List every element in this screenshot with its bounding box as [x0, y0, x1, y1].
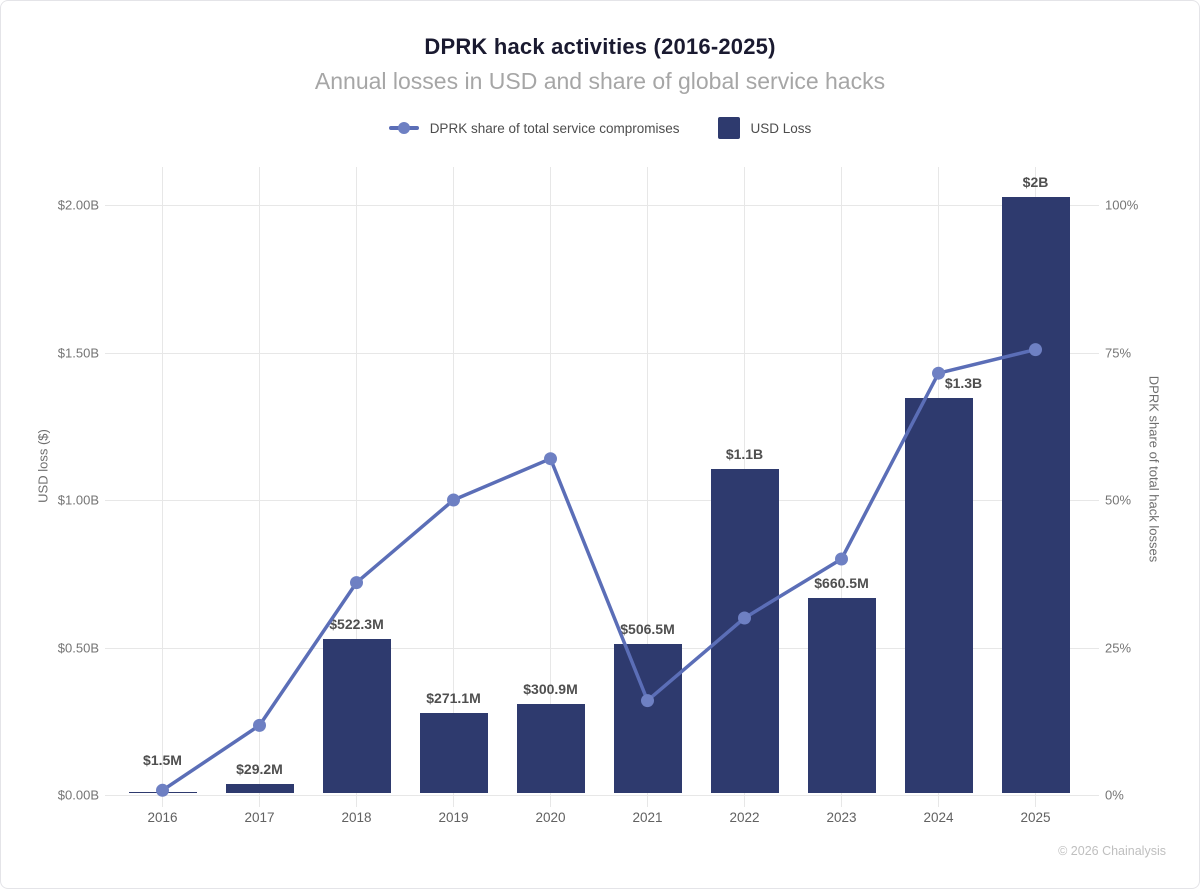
square-swatch-icon — [717, 117, 740, 139]
x-axis-label: 2019 — [438, 810, 469, 825]
legend-item-usd-loss: USD Loss — [717, 117, 812, 139]
legend-item-share: DPRK share of total service compromises — [388, 120, 680, 136]
x-axis-label: 2018 — [341, 810, 372, 825]
x-axis-label: 2024 — [923, 810, 954, 825]
bar-value-label: $1.3B — [944, 374, 983, 391]
bar-value-label: $522.3M — [329, 615, 384, 632]
bar-value-label: $506.5M — [620, 620, 675, 637]
right-axis-tick-label: 75% — [1105, 345, 1132, 360]
left-axis-title: USD loss ($) — [35, 429, 51, 503]
gridline-vertical — [259, 167, 260, 807]
legend-label-share: DPRK share of total service compromises — [429, 120, 680, 136]
right-axis-title: DPRK share of total hack losses — [1146, 375, 1162, 563]
bar-value-label: $1.1B — [725, 445, 764, 462]
share-line-point — [447, 493, 460, 507]
x-axis-label: 2021 — [632, 810, 663, 825]
gridline-vertical — [162, 167, 163, 807]
chart-title: DPRK hack activities (2016-2025) — [424, 34, 776, 59]
x-axis-label: 2016 — [147, 810, 178, 825]
bar-value-label: $1.5M — [143, 752, 182, 769]
share-line-point — [738, 611, 751, 625]
bar — [516, 704, 585, 793]
share-line-point — [641, 694, 654, 708]
bar-value-label: $300.9M — [523, 681, 578, 698]
x-axis-label: 2017 — [244, 810, 275, 825]
gridline-vertical — [550, 167, 551, 807]
share-line-point — [350, 576, 363, 590]
x-axis-label: 2020 — [535, 810, 566, 825]
bar — [322, 638, 391, 793]
bar — [904, 397, 973, 793]
bar-value-label: $660.5M — [814, 575, 869, 592]
share-line-point — [1029, 343, 1042, 357]
share-line-point — [156, 783, 169, 797]
gridline-vertical — [647, 167, 648, 807]
gridline-horizontal — [105, 205, 1099, 206]
bar — [710, 468, 779, 793]
left-axis-tick-label: $1.50B — [57, 345, 99, 360]
gridline-horizontal — [105, 500, 1099, 501]
gridline-horizontal — [105, 352, 1099, 354]
bar-value-label: $29.2M — [236, 761, 283, 778]
left-axis-tick-label: $0.50B — [57, 640, 99, 655]
gridline-horizontal — [105, 795, 1099, 796]
share-line-point — [544, 452, 557, 466]
x-axis-label: 2025 — [1020, 810, 1051, 825]
x-axis-label: 2023 — [826, 810, 857, 825]
right-axis-tick-label: 25% — [1105, 640, 1132, 655]
right-axis-tick-label: 0% — [1105, 787, 1124, 803]
share-line-point — [932, 366, 945, 380]
share-line — [156, 343, 1042, 797]
gridline-horizontal — [105, 647, 1099, 649]
bar-value-label: $271.1M — [426, 690, 481, 707]
legend: DPRK share of total service compromises … — [1, 117, 1199, 139]
x-axis-label: 2022 — [729, 810, 760, 825]
share-line-point — [835, 552, 848, 566]
legend-label-usd-loss: USD Loss — [750, 120, 812, 136]
left-axis-tick-label: $2.00B — [57, 197, 99, 213]
bar — [807, 598, 876, 793]
left-axis-tick-label: $1.00B — [57, 492, 99, 508]
right-axis-tick-label: 100% — [1105, 197, 1139, 213]
right-axis-tick-label: 50% — [1105, 492, 1132, 508]
copyright: © 2026 Chainalysis — [1058, 844, 1166, 858]
bar — [225, 784, 294, 793]
gridline-vertical — [356, 167, 357, 807]
share-line-point — [253, 718, 266, 732]
bar — [613, 643, 682, 793]
bar — [419, 713, 488, 793]
chart-subtitle: Annual losses in USD and share of global… — [314, 68, 886, 94]
left-axis-tick-label: $0.00B — [57, 787, 99, 803]
line-dot-icon — [388, 122, 419, 134]
bar-value-label: $2B — [1022, 174, 1049, 191]
gridline-vertical — [453, 167, 454, 807]
bar — [1001, 197, 1070, 793]
gridline-vertical — [841, 167, 842, 807]
